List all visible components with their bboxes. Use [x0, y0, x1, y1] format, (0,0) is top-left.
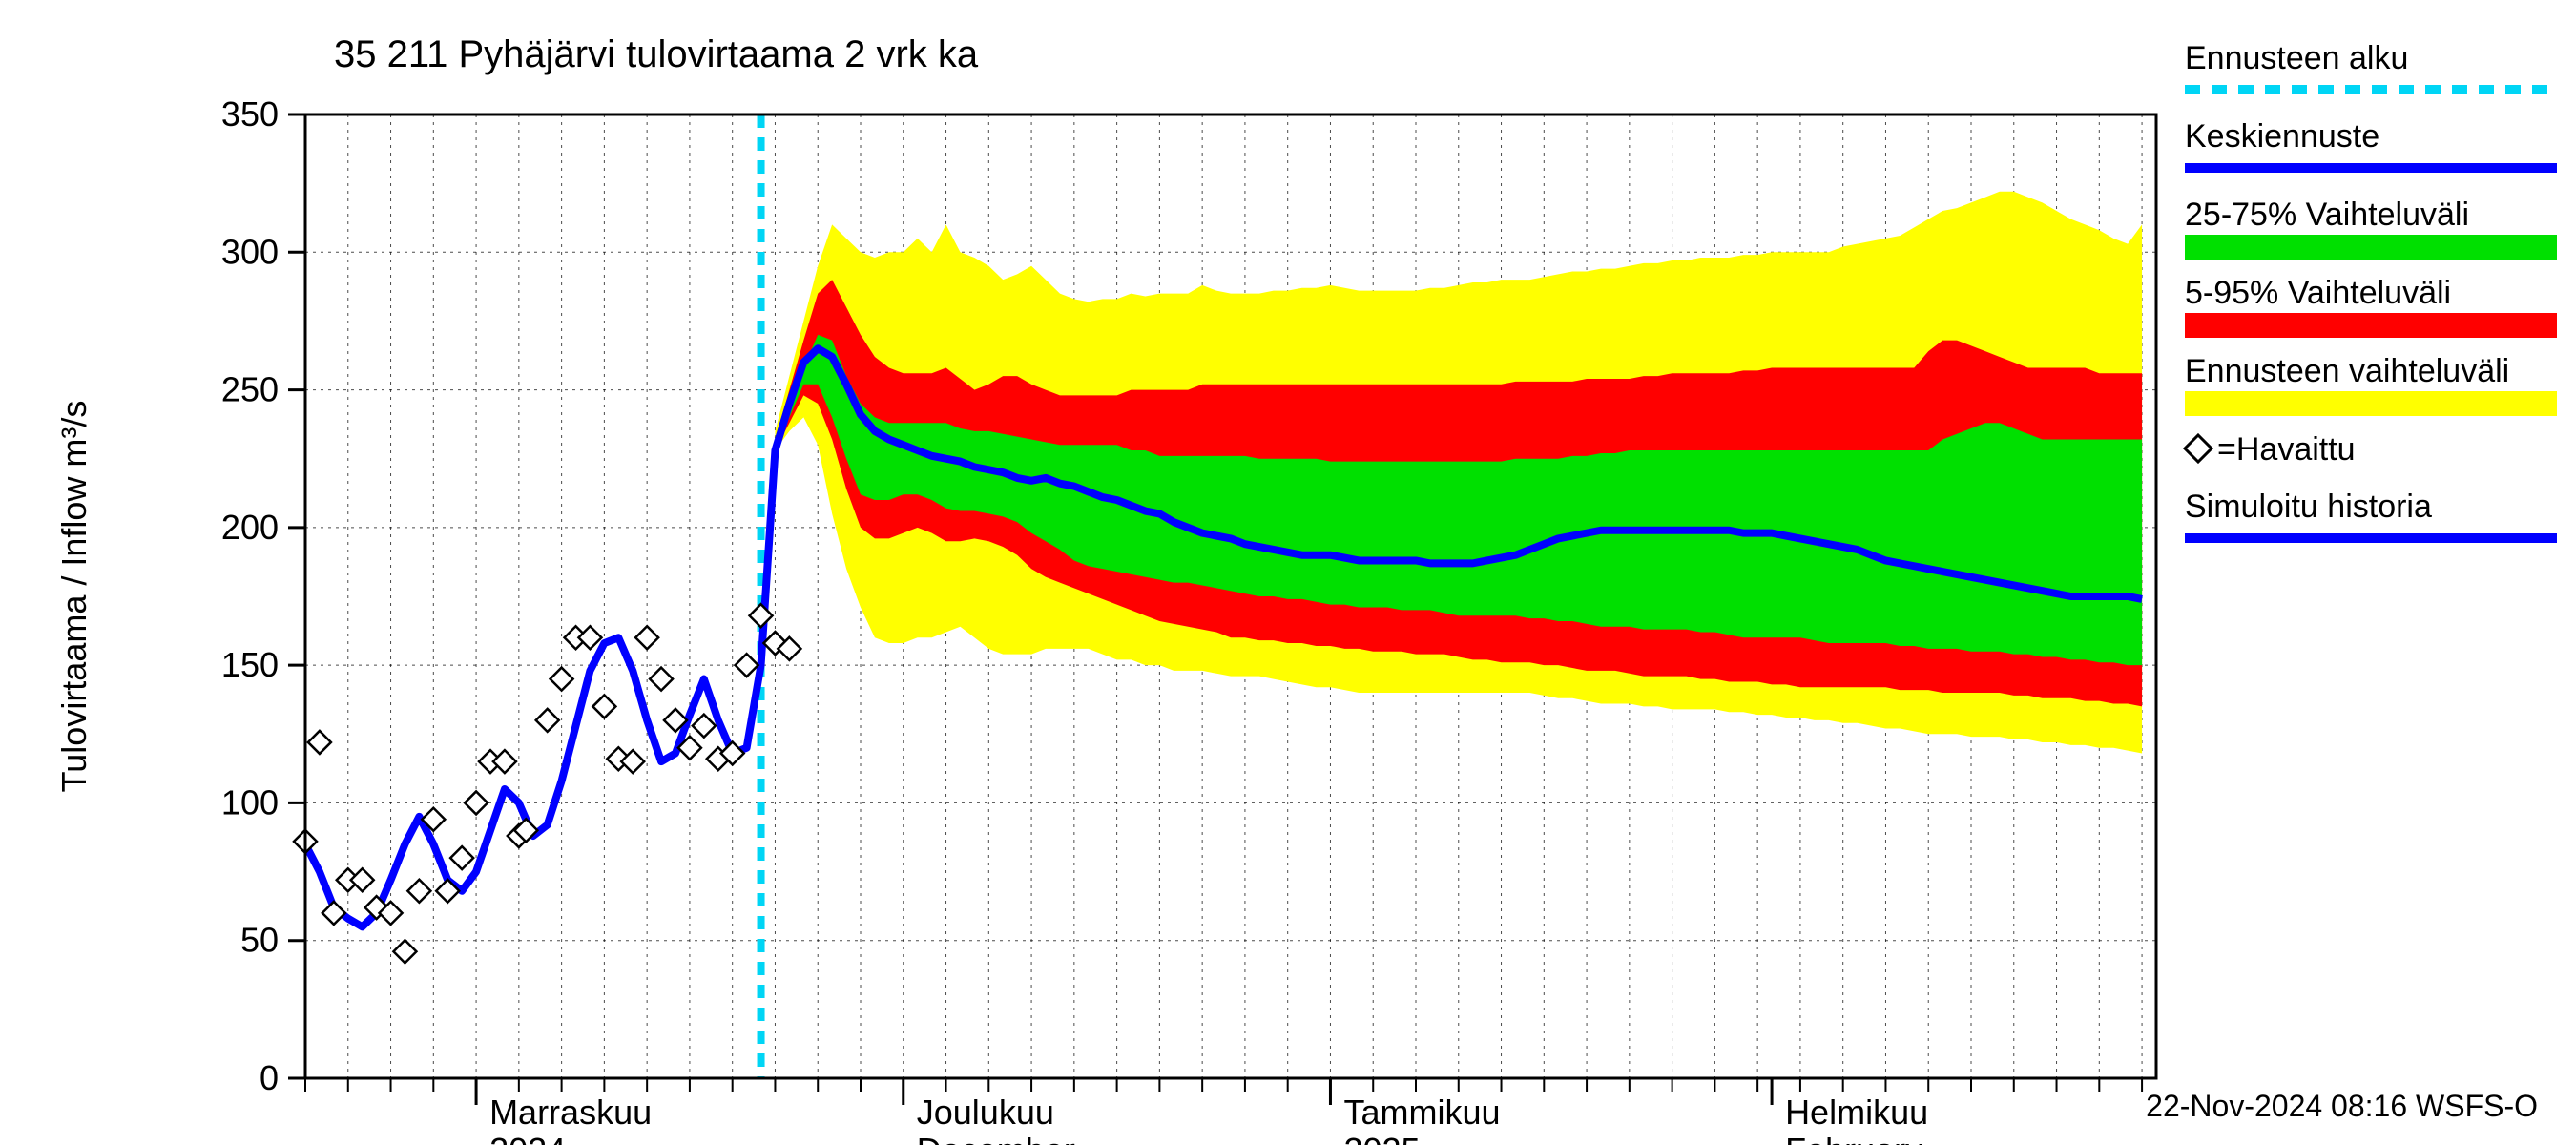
- svg-text:Ennusteen vaihteluväli: Ennusteen vaihteluväli: [2185, 353, 2509, 389]
- svg-text:200: 200: [221, 508, 279, 547]
- svg-text:Tammikuu: Tammikuu: [1343, 1093, 1500, 1132]
- svg-text:February: February: [1785, 1131, 1922, 1145]
- svg-text:Tulovirtaama / Inflow m³/s: Tulovirtaama / Inflow m³/s: [54, 401, 93, 793]
- svg-text:Ennusteen alku: Ennusteen alku: [2185, 40, 2408, 76]
- svg-text:5-95% Vaihteluväli: 5-95% Vaihteluväli: [2185, 275, 2451, 311]
- svg-text:300: 300: [221, 232, 279, 271]
- svg-text:350: 350: [221, 94, 279, 134]
- svg-text:100: 100: [221, 782, 279, 822]
- svg-text:=Havaittu: =Havaittu: [2217, 431, 2356, 468]
- svg-text:Helmikuu: Helmikuu: [1785, 1093, 1928, 1132]
- svg-text:150: 150: [221, 645, 279, 684]
- svg-text:December: December: [917, 1131, 1075, 1145]
- svg-text:22-Nov-2024 08:16 WSFS-O: 22-Nov-2024 08:16 WSFS-O: [2146, 1089, 2538, 1123]
- svg-text:2024: 2024: [489, 1131, 566, 1145]
- svg-text:25-75% Vaihteluväli: 25-75% Vaihteluväli: [2185, 197, 2469, 233]
- svg-text:Keskiennuste: Keskiennuste: [2185, 118, 2379, 155]
- svg-text:250: 250: [221, 370, 279, 409]
- svg-text:Simuloitu historia: Simuloitu historia: [2185, 489, 2432, 525]
- svg-text:Joulukuu: Joulukuu: [917, 1093, 1054, 1132]
- svg-text:Marraskuu: Marraskuu: [489, 1093, 652, 1132]
- svg-text:0: 0: [260, 1058, 279, 1097]
- chart-title: 35 211 Pyhäjärvi tulovirtaama 2 vrk ka: [334, 33, 979, 75]
- forecast-chart: 0 50 100 150 200 250 300 350 Tulovirtaama / Infl…: [0, 0, 2576, 1145]
- svg-text:50: 50: [240, 921, 279, 960]
- svg-text:2025: 2025: [1343, 1131, 1420, 1145]
- chart-container: 0 50 100 150 200 250 300 350 Tulovirtaama / Infl…: [0, 0, 2576, 1145]
